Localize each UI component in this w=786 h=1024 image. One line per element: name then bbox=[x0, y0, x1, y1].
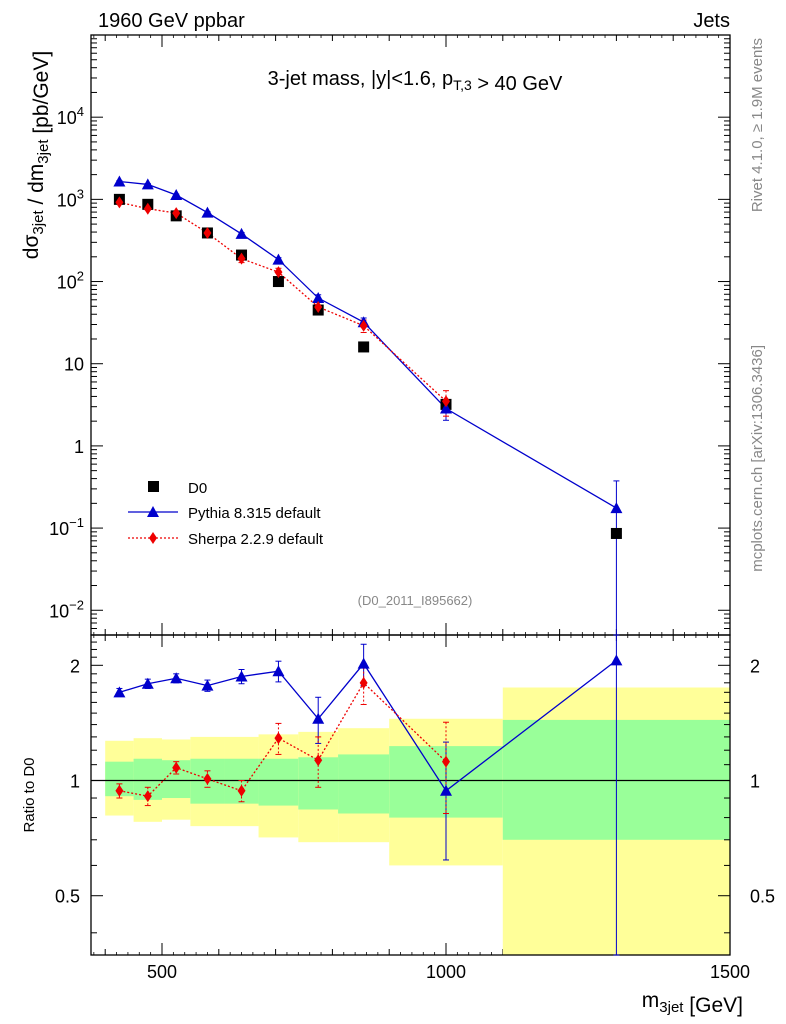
legend-marker-d0 bbox=[148, 481, 159, 492]
ratio-pythia-point bbox=[272, 665, 285, 677]
y-tick-label: 10−1 bbox=[49, 515, 84, 539]
ratio-pythia-point bbox=[170, 672, 183, 684]
ratio-panel: 500 1000 1500 0.5 0.5 1 1 2 2 bbox=[55, 634, 775, 982]
analysis-tag: (D0_2011_I895662) bbox=[358, 593, 473, 608]
ratio-sherpa-point bbox=[314, 754, 323, 767]
ratio-y-tick-label-right: 2 bbox=[750, 656, 760, 676]
x-tick-label: 1000 bbox=[426, 962, 466, 982]
ratio-pythia-point bbox=[440, 784, 452, 796]
header-left: 1960 GeV ppbar bbox=[98, 10, 245, 32]
ratio-pythia-point bbox=[610, 654, 623, 666]
y-axis-label-ratio: Ratio to D0 bbox=[21, 757, 38, 832]
ratio-y-tick-label: 1 bbox=[70, 772, 80, 792]
ratio-pythia-point bbox=[113, 686, 126, 698]
ratio-pythia-point bbox=[312, 712, 325, 724]
pythia-line bbox=[119, 180, 617, 509]
sherpa-line bbox=[119, 201, 447, 402]
d0-point bbox=[358, 341, 370, 353]
sherpa-point bbox=[314, 301, 323, 314]
ratio-sherpa-point bbox=[274, 732, 283, 745]
pythia-point bbox=[312, 292, 325, 304]
mcplots-label: mcplots.cern.ch [arXiv:1306.3436] bbox=[749, 345, 766, 572]
d0-point bbox=[272, 276, 284, 288]
y-tick-label: 103 bbox=[57, 186, 84, 210]
rivet-label: Rivet 4.1.0, ≥ 1.9M events bbox=[749, 38, 766, 212]
plot-title: 3-jet mass, |y|<1.6, pT,3 > 40 GeV bbox=[268, 68, 563, 95]
pythia-point bbox=[113, 175, 126, 187]
ratio-sherpa-point bbox=[115, 784, 124, 797]
main-frame bbox=[90, 34, 731, 636]
ratio-sherpa-point bbox=[143, 790, 152, 803]
ratio-sherpa-point bbox=[237, 784, 246, 797]
main-panel: 10−2 10−1 1 10 102 103 104 bbox=[49, 34, 731, 955]
pythia-point bbox=[610, 502, 623, 514]
legend-marker-pythia bbox=[147, 506, 159, 517]
sherpa-point bbox=[172, 207, 181, 220]
ratio-pythia-point bbox=[235, 670, 248, 682]
y-tick-label: 102 bbox=[57, 269, 84, 293]
x-tick-label: 500 bbox=[147, 962, 177, 982]
ratio-sherpa-point bbox=[359, 676, 368, 689]
legend-marker-sherpa bbox=[149, 532, 157, 544]
ratio-y-tick-label-right: 0.5 bbox=[750, 887, 775, 907]
sherpa-point bbox=[237, 252, 246, 265]
sherpa-point bbox=[274, 266, 283, 279]
pythia-point bbox=[235, 227, 248, 239]
ratio-pythia-point bbox=[201, 679, 214, 691]
x-axis-label: m3jet [GeV] bbox=[642, 989, 743, 1017]
y-tick-label: 10−2 bbox=[49, 597, 84, 621]
ratio-sherpa-point bbox=[442, 755, 450, 768]
ratio-sherpa-point bbox=[203, 772, 212, 785]
ratio-band-inner bbox=[338, 754, 390, 814]
y-tick-label: 10 bbox=[64, 355, 84, 375]
legend-label-d0: D0 bbox=[188, 480, 207, 497]
sherpa-point bbox=[203, 226, 212, 239]
sherpa-point bbox=[442, 395, 450, 408]
pythia-point bbox=[272, 253, 285, 265]
ratio-sherpa-point bbox=[172, 761, 181, 774]
x-tick-label: 1500 bbox=[710, 962, 750, 982]
pythia-point bbox=[440, 402, 452, 414]
legend-label-pythia: Pythia 8.315 default bbox=[188, 505, 321, 522]
y-tick-label: 1 bbox=[74, 437, 84, 457]
ratio-frame bbox=[90, 634, 731, 956]
y-axis-label-main: dσ3jet / dm3jet [pb/GeV] bbox=[20, 51, 53, 259]
sherpa-point bbox=[359, 319, 368, 332]
d0-point bbox=[610, 527, 622, 539]
ratio-pythia-point bbox=[357, 657, 370, 669]
ratio-y-tick-label: 0.5 bbox=[55, 887, 80, 907]
ratio-pythia-line bbox=[119, 659, 617, 792]
ratio-y-tick-label: 2 bbox=[70, 656, 80, 676]
legend-label-sherpa: Sherpa 2.2.9 default bbox=[188, 531, 324, 548]
legend: D0 Pythia 8.315 default Sherpa 2.2.9 def… bbox=[128, 480, 324, 548]
pythia-point bbox=[170, 188, 183, 200]
y-tick-label: 104 bbox=[57, 104, 84, 128]
pythia-point bbox=[141, 178, 154, 190]
ratio-y-tick-label-right: 1 bbox=[750, 772, 760, 792]
sherpa-point bbox=[143, 202, 152, 215]
pythia-point bbox=[201, 206, 214, 218]
ratio-band-inner bbox=[258, 758, 299, 806]
header-right: Jets bbox=[693, 10, 730, 32]
sherpa-point bbox=[115, 196, 124, 209]
ratio-pythia-point bbox=[141, 677, 154, 689]
